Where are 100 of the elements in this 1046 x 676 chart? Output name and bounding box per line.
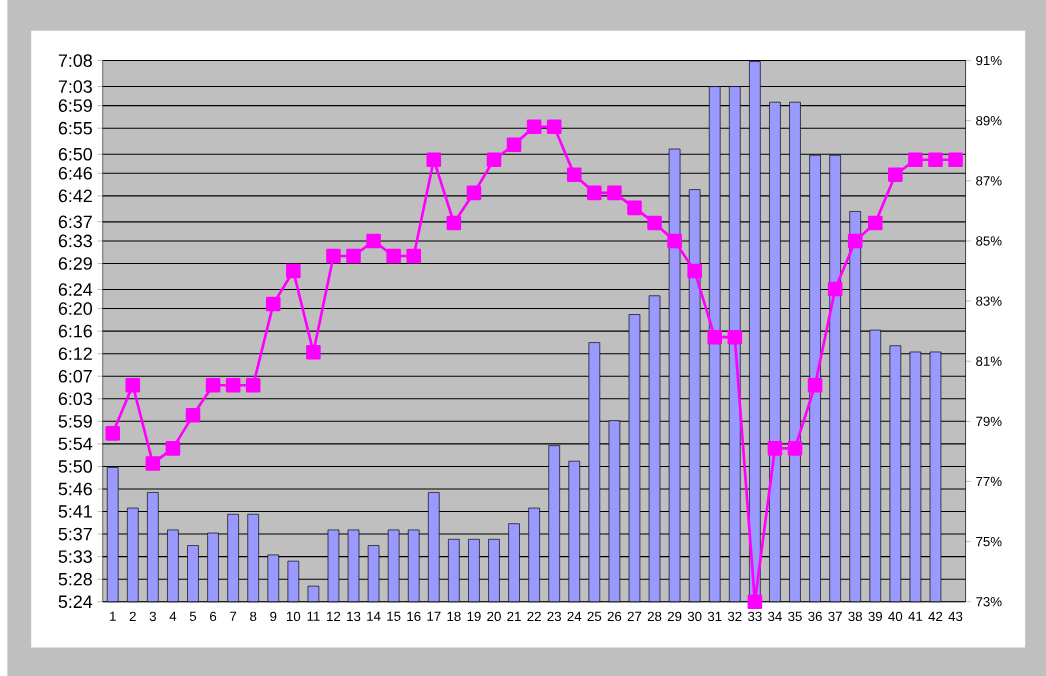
x-tick-label: 3 — [149, 611, 156, 621]
x-tick-label: 35 — [788, 611, 802, 621]
point — [265, 296, 281, 312]
x-tick-label: 18 — [447, 611, 461, 621]
point — [526, 119, 542, 134]
x-tick-label: 15 — [387, 611, 401, 621]
x-tick-label: 22 — [527, 611, 541, 621]
y-tick-label: 7:03 — [58, 80, 92, 93]
y-tick-label: 6:55 — [58, 121, 92, 135]
point — [546, 119, 562, 134]
point — [647, 215, 662, 231]
y-tick-label: 6:20 — [58, 302, 93, 315]
point — [326, 248, 341, 264]
point — [587, 185, 602, 201]
point — [426, 152, 442, 167]
x-tick-label: 11 — [307, 611, 320, 621]
y2-tick-label: 73% — [976, 596, 1002, 607]
x-tick-label: 20 — [487, 611, 501, 621]
y-tick-label: 5:54 — [58, 437, 93, 451]
y-tick-label: 6:07 — [58, 369, 92, 383]
x-tick-label: 4 — [169, 611, 177, 621]
x-tick-label: 8 — [250, 611, 257, 621]
x-tick-label: 1 — [110, 611, 116, 621]
x-tick-label: 29 — [667, 611, 682, 621]
y-tick-label: 5:37 — [58, 527, 92, 541]
y-tick-label: 6:42 — [58, 189, 92, 203]
y2-tick-label: 91% — [976, 55, 1002, 66]
point — [867, 215, 883, 231]
y2-tick-label: 75% — [976, 536, 1002, 547]
x-tick-label: 38 — [848, 611, 862, 621]
y-tick-label: 6:16 — [58, 324, 92, 338]
point — [205, 377, 221, 393]
x-tick-label: 32 — [727, 611, 742, 621]
point — [827, 281, 843, 297]
point — [807, 377, 823, 393]
point — [787, 441, 803, 456]
x-tick-label: 12 — [327, 611, 341, 621]
x-tick-label: 37 — [828, 611, 842, 621]
x-tick-label: 31 — [707, 611, 722, 621]
y2-tick-label: 81% — [976, 356, 1002, 366]
x-tick-label: 27 — [627, 611, 642, 621]
point — [386, 248, 401, 264]
x-tick-label: 16 — [407, 611, 421, 621]
point — [747, 594, 763, 609]
x-tick-label: 42 — [928, 611, 943, 621]
y2-tick-label: 83% — [976, 296, 1002, 306]
y-tick-label: 6:50 — [58, 147, 93, 161]
x-tick-label: 30 — [687, 611, 702, 621]
y-tick-label: 6:24 — [58, 283, 93, 296]
point — [245, 377, 261, 393]
point — [948, 152, 963, 167]
x-tick-label: 2 — [129, 611, 136, 621]
point — [165, 441, 181, 456]
y-tick-label: 5:24 — [58, 595, 93, 608]
y2-tick-label: 79% — [976, 416, 1002, 426]
y-tick-label: 5:41 — [58, 505, 92, 518]
x-tick-label: 33 — [748, 611, 762, 621]
x-tick-label: 6 — [210, 611, 217, 621]
point — [145, 456, 161, 471]
y2-tick-label: 87% — [976, 176, 1002, 186]
point — [466, 185, 482, 201]
x-tick-label: 36 — [808, 611, 822, 621]
point — [286, 263, 301, 279]
x-tick-label: 41 — [908, 611, 923, 621]
point — [888, 167, 903, 182]
point — [366, 233, 381, 249]
y-tick-label: 5:28 — [58, 572, 92, 586]
y-tick-label: 6:59 — [58, 99, 92, 112]
point — [727, 329, 743, 345]
point — [847, 233, 863, 249]
point — [406, 248, 422, 264]
x-tick-label: 19 — [467, 611, 481, 621]
point — [607, 185, 622, 201]
x-tick-label: 17 — [427, 611, 441, 621]
point — [707, 329, 723, 345]
y-tick-label: 6:03 — [58, 392, 92, 406]
x-tick-label: 25 — [587, 611, 602, 621]
point — [486, 152, 502, 167]
x-tick-label: 23 — [547, 611, 561, 621]
x-tick-label: 43 — [948, 611, 963, 621]
point — [225, 377, 241, 393]
x-tick-label: 9 — [270, 611, 277, 621]
point — [928, 152, 943, 167]
point — [687, 263, 702, 279]
y2-tick-label: 89% — [976, 115, 1002, 126]
y2-tick-label: 77% — [976, 476, 1002, 487]
x-tick-label: 10 — [286, 611, 301, 621]
x-tick-label: 13 — [347, 611, 361, 621]
y-tick-label: 5:50 — [58, 460, 93, 473]
y-tick-label: 5:59 — [58, 414, 92, 428]
x-tick-label: 7 — [230, 611, 237, 621]
y-tick-label: 6:46 — [58, 166, 92, 180]
point — [105, 425, 121, 441]
y-tick-label: 5:33 — [58, 550, 92, 563]
point — [506, 137, 522, 152]
x-tick-label: 14 — [367, 611, 381, 621]
point — [346, 248, 361, 264]
point — [627, 200, 642, 216]
point — [185, 407, 201, 423]
y-tick-label: 6:29 — [58, 257, 92, 270]
